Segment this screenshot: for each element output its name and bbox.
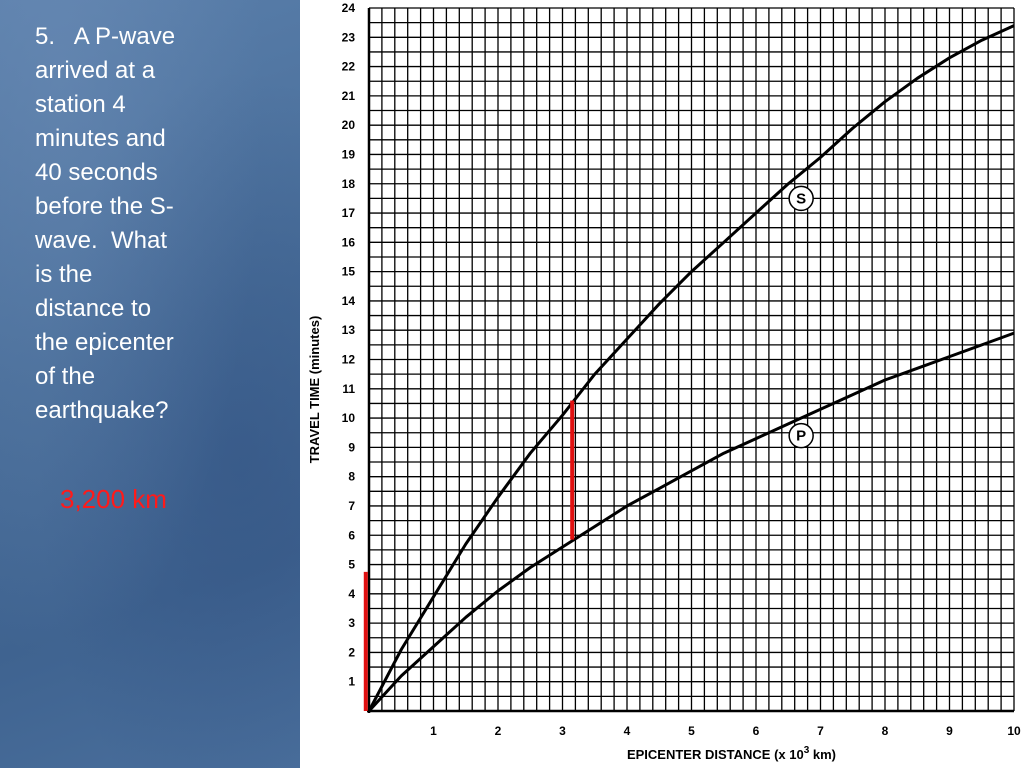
chart-svg: 1234567891011121314151617181920212223241…	[307, 1, 1021, 762]
x-tick-label: 9	[946, 724, 953, 738]
y-tick-label: 13	[342, 323, 356, 337]
y-tick-label: 11	[342, 382, 355, 396]
x-tick-label: 10	[1007, 724, 1021, 738]
question-line: arrived at a	[35, 57, 156, 84]
travel-time-chart: 1 2 3 4 5 6 7 8 9 10 11 12 13 14 15 16 17 18 19 20 21 22 23 24 1…	[300, 0, 1024, 768]
y-tick-label: 20	[342, 118, 356, 132]
y-tick-label: 24	[342, 1, 356, 15]
y-tick-label: 10	[342, 411, 356, 425]
y-tick-label: 5	[348, 558, 355, 572]
y-tick-label: 7	[348, 499, 355, 513]
curve-label-circle	[788, 185, 814, 212]
y-tick-label: 17	[342, 206, 356, 220]
y-tick-label: 19	[342, 147, 356, 161]
x-tick-label: 3	[559, 724, 566, 738]
question-line: wave. What	[35, 227, 168, 254]
question-line: 40 seconds	[35, 159, 158, 186]
y-tick-label: 18	[342, 177, 356, 191]
y-tick-label: 21	[342, 89, 356, 103]
x-tick-label: 4	[624, 724, 631, 738]
x-tick-label: 7	[817, 724, 824, 738]
question-line: station 4	[35, 91, 126, 118]
y-tick-label: 3	[348, 616, 355, 630]
question-line: the epicenter	[35, 329, 174, 356]
curve-label: S	[796, 190, 806, 207]
question-line: is the	[35, 261, 93, 288]
question-line: before the S-	[35, 193, 174, 220]
y-tick-label: 12	[342, 353, 356, 367]
x-tick-label: 2	[495, 724, 502, 738]
x-tick-label: 1	[430, 724, 437, 738]
question-text: 5. A P-wave arrived at a station 4 minutes …	[35, 20, 215, 428]
y-tick-label: 22	[342, 60, 356, 74]
y-tick-label: 9	[348, 440, 355, 454]
answer-text: 3,200 km	[60, 484, 167, 514]
question-line: 5. A P-wave	[35, 23, 176, 50]
series-line-p	[367, 331, 1015, 713]
series-line-s	[367, 24, 1015, 712]
x-tick-label: 6	[753, 724, 760, 738]
question-line: distance to	[35, 295, 152, 322]
y-tick-label: 16	[342, 235, 356, 249]
y-tick-label: 1	[348, 675, 355, 689]
x-tick-label: 8	[882, 724, 889, 738]
y-tick-label: 2	[348, 645, 355, 659]
x-axis-title: EPICENTER DISTANCE (x 103 km)	[627, 745, 836, 762]
y-tick-label: 14	[342, 294, 356, 308]
curve-label: P	[796, 428, 806, 445]
curve-label-circle	[788, 422, 814, 449]
y-tick-label: 8	[348, 470, 355, 484]
y-tick-label: 15	[342, 265, 356, 279]
y-axis-title: TRAVEL TIME (minutes)	[307, 316, 322, 464]
x-tick-label: 5	[688, 724, 695, 738]
y-tick-label: 23	[342, 30, 356, 44]
question-line: earthquake?	[35, 397, 169, 424]
y-tick-label: 4	[348, 587, 355, 601]
question-line: of the	[35, 363, 96, 390]
question-line: minutes and	[35, 125, 166, 152]
slide-background-panel: 5. A P-wave arrived at a station 4 minutes …	[0, 0, 300, 768]
y-tick-label: 6	[348, 528, 355, 542]
